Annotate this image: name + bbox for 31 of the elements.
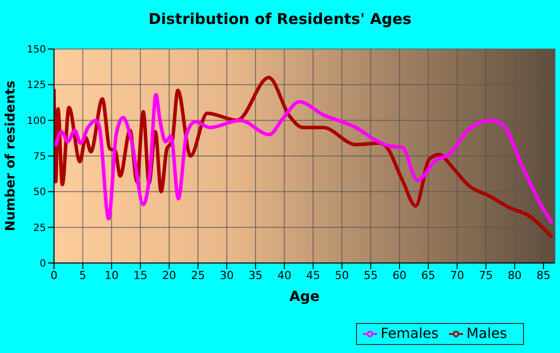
- x-tick-label: 35: [248, 268, 263, 282]
- x-tick-label: 80: [508, 268, 522, 282]
- x-tick-label: 50: [334, 268, 349, 282]
- x-tick-label: 25: [190, 268, 205, 282]
- y-tick-label: 50: [33, 187, 46, 198]
- x-tick-label: 55: [364, 268, 378, 282]
- y-tick-label: 0: [40, 258, 46, 270]
- x-axis-title: Age: [289, 288, 320, 305]
- y-tick-label: 25: [33, 222, 46, 234]
- x-tick-label: 5: [79, 268, 86, 282]
- x-tick-label: 85: [536, 268, 550, 282]
- chart-title: Distribution of Residents' Ages: [148, 10, 412, 28]
- y-tick-label: 150: [26, 44, 46, 56]
- x-tick-label: 10: [104, 268, 119, 282]
- x-tick-label: 70: [450, 268, 464, 282]
- x-tick-label: 75: [478, 268, 493, 282]
- x-tick-label: 20: [162, 268, 176, 282]
- y-tick-label: 100: [26, 116, 46, 127]
- x-tick-label: 60: [392, 268, 407, 282]
- y-tick-label: 75: [33, 152, 46, 163]
- y-tick-label: 125: [26, 80, 46, 92]
- x-tick-label: 65: [421, 268, 436, 282]
- x-tick-label: 45: [306, 268, 320, 282]
- y-axis-title: Number of residents: [4, 80, 19, 232]
- line-series: [54, 92, 554, 225]
- x-tick-label: 15: [133, 268, 148, 282]
- legend-label: Females: [380, 326, 439, 342]
- x-tick-label: 0: [50, 268, 58, 282]
- x-tick-label: 40: [277, 268, 292, 282]
- legend-label: Males: [466, 326, 507, 342]
- x-tick-label: 30: [220, 268, 234, 282]
